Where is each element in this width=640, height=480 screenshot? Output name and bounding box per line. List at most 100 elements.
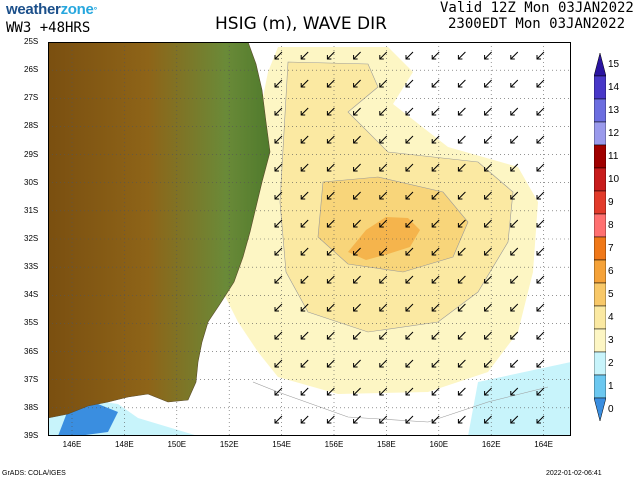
logo-text-accent: zone xyxy=(60,1,94,18)
wave-direction-arrow xyxy=(353,387,361,396)
wave-direction-arrow xyxy=(326,191,335,200)
colorbar-swatch xyxy=(594,259,606,284)
wave-direction-arrow xyxy=(457,331,466,340)
lon-label: 162E xyxy=(481,440,501,449)
colorbar-swatch xyxy=(594,328,606,353)
wave-direction-arrow xyxy=(484,415,492,424)
wave-direction-arrow xyxy=(431,359,440,368)
wave-direction-arrow xyxy=(536,51,545,60)
wave-direction-arrow xyxy=(379,107,388,116)
wave-direction-arrow xyxy=(353,359,361,368)
wave-direction-arrow xyxy=(431,275,440,284)
wave-direction-arrow xyxy=(379,275,388,284)
wave-direction-arrow xyxy=(510,359,519,368)
lon-label: 150E xyxy=(167,440,187,449)
wave-direction-arrow xyxy=(457,51,466,60)
wave-direction-arrow xyxy=(536,191,545,200)
wave-direction-arrow xyxy=(405,191,414,200)
wave-direction-arrow xyxy=(484,107,492,116)
wave-direction-arrow xyxy=(457,275,466,284)
lat-label: 37S xyxy=(24,374,39,384)
lat-label: 38S xyxy=(24,402,39,412)
colorbar-label: 5 xyxy=(608,288,614,300)
wave-direction-arrow xyxy=(353,275,361,284)
wave-direction-arrow xyxy=(353,163,361,172)
wave-direction-arrow xyxy=(353,303,361,312)
wave-height-map xyxy=(48,42,571,436)
lat-label: 39S xyxy=(24,431,39,440)
wave-direction-arrow xyxy=(405,51,414,60)
wave-direction-arrow xyxy=(405,219,414,228)
wave-direction-arrow xyxy=(274,359,283,368)
colorbar-label: 4 xyxy=(608,311,614,323)
wave-direction-arrow xyxy=(379,331,388,340)
lat-label: 34S xyxy=(24,290,39,300)
wave-direction-arrow xyxy=(326,415,335,424)
wave-direction-arrow xyxy=(457,303,466,312)
wave-direction-arrow xyxy=(379,359,388,368)
grads-credit: GrADS: COLA/IGES xyxy=(2,470,66,477)
colorbar-label: 8 xyxy=(608,219,614,231)
colorbar-swatch xyxy=(594,282,606,307)
map-frame xyxy=(48,42,571,436)
wave-direction-arrow xyxy=(379,51,388,60)
wave-direction-arrow xyxy=(510,275,519,284)
colorbar-label: 12 xyxy=(608,127,620,139)
wave-direction-arrow xyxy=(353,331,361,340)
colorbar-swatch xyxy=(594,98,606,123)
wave-direction-arrow xyxy=(353,107,361,116)
wave-direction-arrow xyxy=(536,247,545,256)
colorbar-label: 13 xyxy=(608,104,620,116)
lon-label: 154E xyxy=(272,440,291,449)
lon-label: 164E xyxy=(534,440,553,449)
wave-direction-arrow xyxy=(457,247,466,256)
wave-direction-arrow xyxy=(353,247,361,256)
wave-direction-arrow xyxy=(379,219,388,228)
colorbar-label: 14 xyxy=(608,81,620,93)
colorbar-label: 7 xyxy=(608,242,614,254)
wave-direction-arrow xyxy=(510,247,519,256)
wave-direction-arrow xyxy=(300,415,309,424)
colorbar-swatch xyxy=(594,397,606,421)
wave-direction-arrow xyxy=(510,79,519,88)
lat-label: 29S xyxy=(24,149,39,159)
wave-direction-arrow xyxy=(431,51,440,60)
wave-direction-arrow xyxy=(379,415,388,424)
wave-direction-arrow xyxy=(300,219,309,228)
wave-direction-arrow xyxy=(536,135,545,144)
wave-direction-arrow xyxy=(457,107,466,116)
wave-direction-arrow xyxy=(484,191,492,200)
wave-direction-arrow xyxy=(431,247,440,256)
wave-direction-arrow xyxy=(536,303,545,312)
wave-direction-arrow xyxy=(484,387,492,396)
wave-direction-arrow xyxy=(457,219,466,228)
lat-label: 30S xyxy=(24,177,39,187)
wave-direction-arrow xyxy=(510,415,519,424)
colorbar-swatch xyxy=(594,305,606,330)
colorbar-label: 2 xyxy=(608,357,614,369)
wave-direction-arrow xyxy=(353,415,361,424)
wave-direction-arrow xyxy=(431,331,440,340)
wave-direction-arrow xyxy=(457,415,466,424)
wave-direction-arrow xyxy=(274,79,283,88)
wave-direction-arrow xyxy=(300,387,309,396)
wave-direction-arrow xyxy=(326,275,335,284)
wave-direction-arrow xyxy=(326,107,335,116)
wave-direction-arrow xyxy=(405,415,414,424)
wave-direction-arrow xyxy=(405,359,414,368)
wave-direction-arrow xyxy=(457,79,466,88)
wave-direction-arrow xyxy=(326,303,335,312)
wave-direction-arrow xyxy=(510,51,519,60)
wave-direction-arrow xyxy=(405,331,414,340)
colorbar-label: 1 xyxy=(608,380,614,392)
wave-direction-arrow xyxy=(326,219,335,228)
wave-direction-arrow xyxy=(484,163,492,172)
colorbar-swatch xyxy=(594,53,606,77)
wave-direction-arrow xyxy=(326,247,335,256)
colorbar-swatch xyxy=(594,213,606,238)
wave-direction-arrow xyxy=(379,135,388,144)
wave-direction-arrow xyxy=(457,387,466,396)
lat-label: 35S xyxy=(24,318,39,328)
wave-direction-arrow xyxy=(431,135,440,144)
wave-direction-arrow xyxy=(457,191,466,200)
